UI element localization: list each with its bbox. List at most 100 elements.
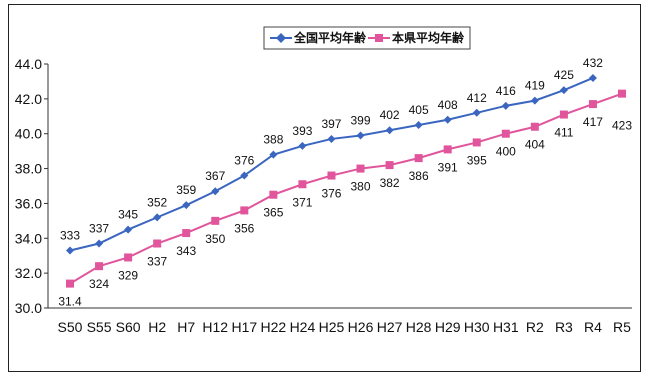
data-point-prefecture [356,164,365,173]
data-point-national [327,134,336,143]
data-label: 411 [554,126,573,140]
y-tick-label: 34.0 [15,230,42,246]
x-tick-label: H26 [348,319,374,335]
data-point-national [385,126,394,135]
data-point-national [153,213,162,222]
data-label: 423 [612,119,632,133]
y-tick-label: 44.0 [15,56,42,72]
data-label: 350 [205,232,225,246]
data-point-national [559,86,568,95]
data-point-prefecture [472,138,481,147]
data-label: 402 [380,108,400,122]
y-tick-label: 32.0 [15,265,42,281]
data-label: 367 [205,169,225,183]
data-point-prefecture [414,154,423,163]
y-tick-label: 38.0 [15,161,42,177]
x-tick-labels: S50 S55 S60 H2 H7 H12 H17 H22 H24 H25 H26 H27 H28 H29… [58,319,632,335]
data-point-prefecture [588,100,597,109]
data-point-prefecture [153,239,162,248]
legend-label-prefecture: 本県平均年齢 [392,30,465,45]
data-point-prefecture [501,129,510,138]
data-label: 416 [496,84,516,98]
data-label: 412 [467,91,487,105]
chart-frame [8,4,641,372]
data-label: 333 [60,228,80,242]
data-point-national [269,150,278,159]
y-tick-label: 40.0 [15,126,42,142]
data-point-national [95,239,104,248]
data-label: 395 [467,153,487,167]
x-tick-label: R3 [555,319,573,335]
legend-marker-national [276,33,286,43]
data-label: 393 [292,124,312,138]
data-label: 329 [118,268,138,282]
axes [44,63,632,309]
data-label: 324 [89,277,109,291]
data-point-prefecture [240,206,249,215]
data-label: 31.4 [58,295,82,309]
series-lines [69,77,623,285]
data-label: 399 [351,113,371,127]
data-point-national [298,141,307,150]
x-tick-label: R4 [584,319,602,335]
data-point-prefecture [530,122,539,131]
legend: 全国平均年齢 本県平均年齢 [263,26,471,50]
data-point-prefecture [298,180,307,189]
data-label: 380 [351,180,371,194]
data-point-prefecture [327,171,336,180]
legend-marker-prefecture [375,34,383,42]
x-tick-label: H31 [493,319,519,335]
data-point-national [501,101,510,110]
data-label: 365 [263,206,283,220]
x-tick-label: S55 [87,319,112,335]
data-labels: 333 337 345 352 359 367 376 388 393 397 399 402 405 4… [58,56,632,309]
x-tick-label: H29 [435,319,461,335]
data-label: 397 [321,117,341,131]
data-point-prefecture [385,161,394,170]
y-tick-label: 42.0 [15,91,42,107]
series-line-national [69,77,594,252]
data-point-national [530,96,539,105]
y-tick-label: 36.0 [15,195,42,211]
data-label: 404 [525,138,545,152]
data-label: 371 [292,195,312,209]
x-tick-label: H24 [290,319,316,335]
data-point-national [443,115,452,124]
x-tick-label: H25 [319,319,345,335]
data-label: 337 [147,255,167,269]
data-label: 405 [409,103,429,117]
x-tick-label: S50 [58,319,83,335]
data-label: 376 [234,154,254,168]
data-label: 352 [147,195,167,209]
data-point-prefecture [66,279,74,288]
x-tick-label: H17 [231,319,257,335]
x-tick-label: H27 [377,319,403,335]
series-line-prefecture [69,92,623,285]
x-tick-label: H22 [261,319,287,335]
data-point-national [240,171,249,180]
data-label: 337 [89,222,109,236]
data-label: 388 [263,133,283,147]
data-point-national [356,131,365,140]
data-point-prefecture [211,216,220,225]
data-label: 417 [583,115,603,129]
data-label: 343 [176,244,196,258]
data-point-national [414,121,423,129]
data-point-prefecture [95,262,104,271]
data-label: 376 [321,187,341,201]
data-point-national [182,201,191,210]
data-point-prefecture [559,110,568,119]
data-point-prefecture [269,190,278,199]
data-label: 356 [234,221,254,235]
data-label: 391 [438,160,458,174]
data-point-national [124,225,133,234]
data-point-national [588,73,597,82]
data-label: 419 [525,79,545,93]
x-tick-label: S60 [116,319,141,335]
x-tick-label: H28 [406,319,432,335]
data-label: 359 [176,183,196,197]
x-tick-label: H2 [148,319,166,335]
data-label: 382 [380,176,400,190]
x-tick-label: R2 [526,319,544,335]
